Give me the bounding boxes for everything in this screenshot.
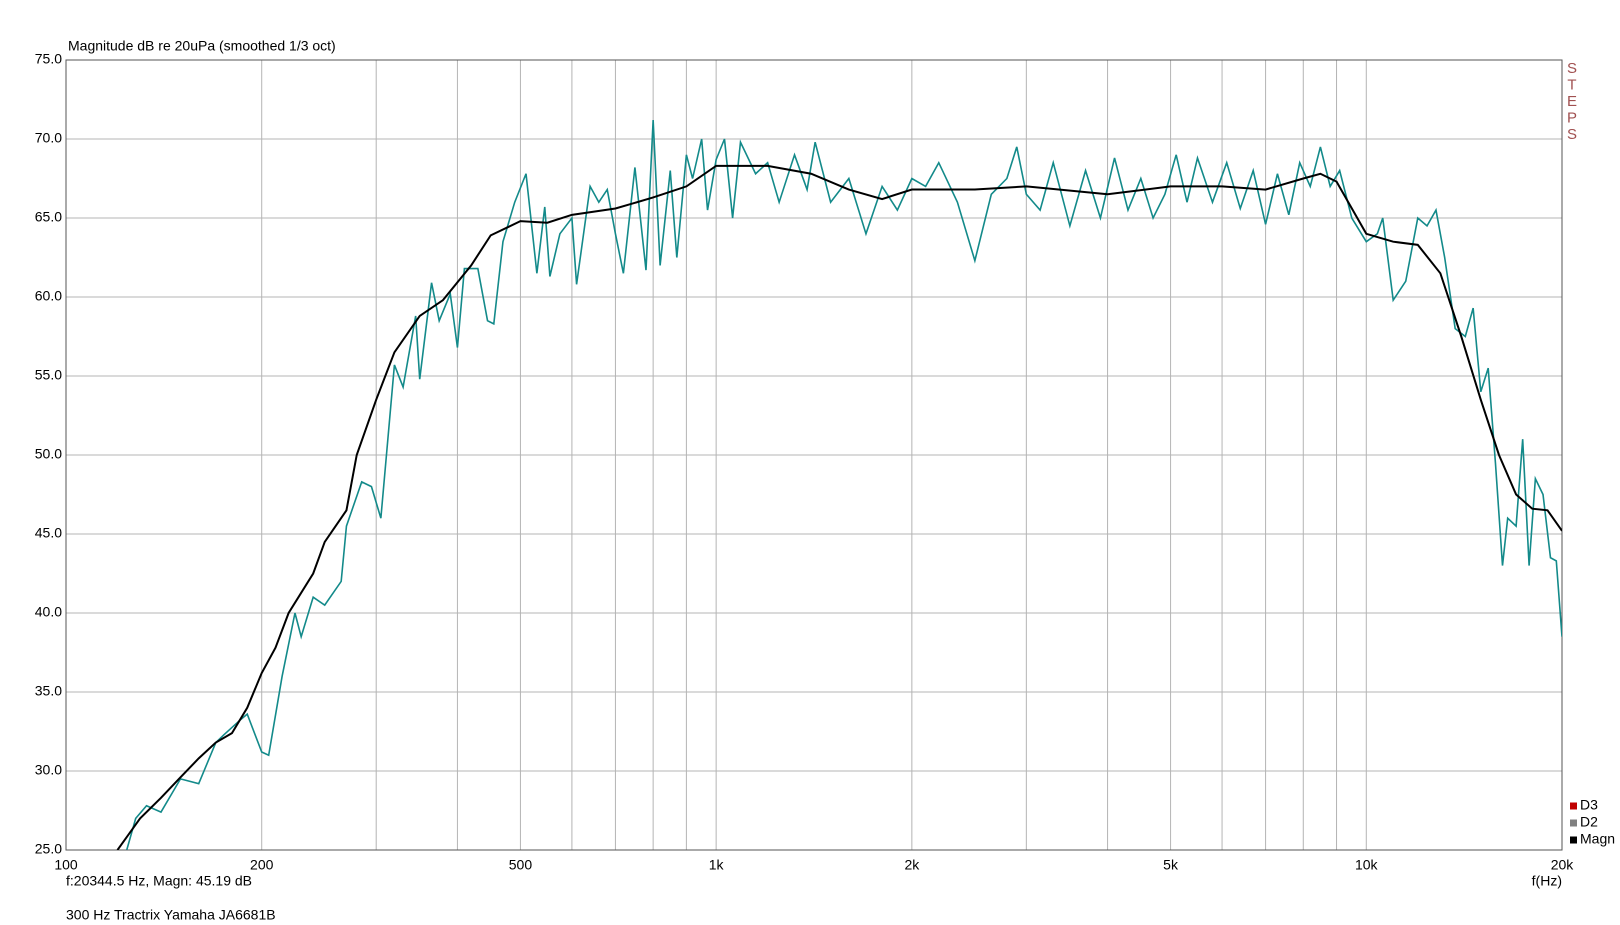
y-tick-label: 50.0 [35,446,62,462]
series-line [125,120,1562,850]
y-tick-label: 60.0 [35,288,62,304]
x-tick-label: 2k [904,857,920,873]
chart-title: 300 Hz Tractrix Yamaha JA6681B [66,907,276,923]
series-line [116,164,1562,850]
y-tick-label: 65.0 [35,209,62,225]
side-label-letter: E [1567,93,1577,110]
y-tick-label: 45.0 [35,525,62,541]
cursor-readout: f:20344.5 Hz, Magn: 45.19 dB [66,873,252,889]
y-tick-label: 70.0 [35,130,62,146]
x-tick-label: 1k [709,857,725,873]
x-tick-label: 5k [1163,857,1179,873]
side-label-letter: T [1567,76,1576,93]
x-tick-label: 20k [1551,857,1575,873]
y-tick-label: 75.0 [35,51,62,67]
y-axis-label: Magnitude dB re 20uPa (smoothed 1/3 oct) [68,38,336,54]
y-tick-label: 55.0 [35,367,62,383]
y-tick-label: 40.0 [35,604,62,620]
legend-swatch [1570,819,1577,827]
legend-swatch [1570,802,1577,810]
y-tick-label: 35.0 [35,683,62,699]
x-axis-label: f(Hz) [1532,873,1562,889]
plot-frame [65,59,1563,851]
x-tick-label: 10k [1355,857,1379,873]
side-label-letter: P [1567,109,1577,126]
legend-label: Magn [1580,831,1615,847]
y-tick-label: 25.0 [35,841,62,857]
legend-label: D3 [1580,797,1598,813]
y-tick-label: 30.0 [35,762,62,778]
legend-label: D2 [1580,814,1598,830]
x-tick-label: 200 [250,857,274,873]
side-label-letter: S [1567,60,1577,77]
side-label-letter: S [1567,126,1577,143]
x-tick-label: 100 [54,857,78,873]
legend-swatch [1570,836,1577,844]
x-tick-label: 500 [509,857,533,873]
